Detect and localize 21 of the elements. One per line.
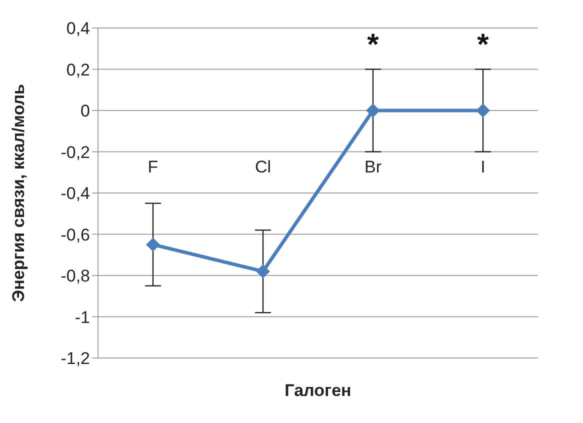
y-tick-label: -1,2 bbox=[60, 349, 90, 368]
x-axis-title: Галоген bbox=[284, 381, 352, 400]
x-tick-label: I bbox=[480, 158, 486, 176]
y-tick-label: -0,2 bbox=[60, 142, 90, 162]
y-tick-label: 0,2 bbox=[66, 60, 90, 80]
y-tick-label: 0 bbox=[80, 102, 90, 121]
annotation: * bbox=[367, 28, 380, 62]
y-tick-label: -1 bbox=[74, 308, 90, 327]
x-tick-label: F bbox=[148, 158, 158, 176]
y-axis-title: Энергия связи, ккал/моль bbox=[9, 84, 28, 302]
y-tick-label: -0,6 bbox=[60, 225, 90, 244]
point bbox=[366, 104, 380, 118]
y-tick-label: 0,4 bbox=[66, 19, 90, 38]
y-tick-label: -0,8 bbox=[60, 266, 90, 286]
point bbox=[476, 104, 490, 118]
point bbox=[256, 264, 270, 278]
x-tick-label: Br bbox=[364, 158, 382, 176]
x-tick-label: Cl bbox=[254, 158, 272, 176]
annotation: * bbox=[477, 28, 490, 62]
point bbox=[146, 238, 160, 252]
y-tick-label: -0,4 bbox=[60, 184, 90, 204]
